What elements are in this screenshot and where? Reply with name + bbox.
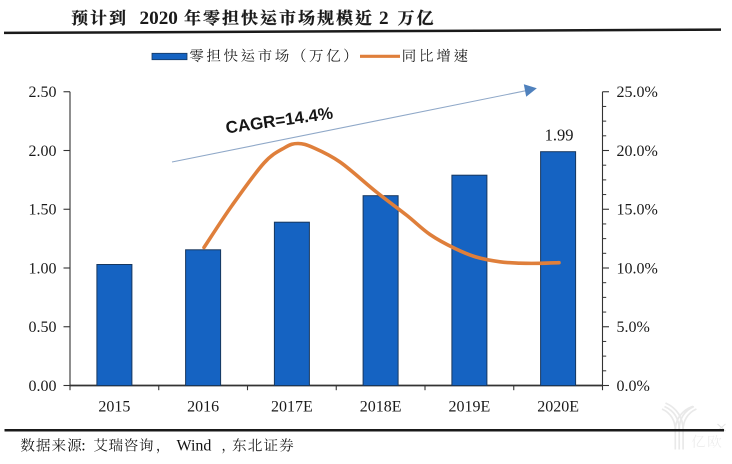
svg-text:2: 2	[379, 8, 389, 29]
svg-text:20.0%: 20.0%	[617, 143, 658, 160]
svg-text:1.00: 1.00	[29, 260, 57, 277]
svg-text:2.00: 2.00	[29, 143, 57, 160]
svg-text:1.50: 1.50	[29, 202, 57, 219]
svg-text:Wind: Wind	[177, 438, 212, 455]
svg-text:2018E: 2018E	[360, 399, 402, 416]
svg-text:2019E: 2019E	[449, 399, 491, 416]
svg-text:0.50: 0.50	[29, 319, 57, 336]
svg-text:2015: 2015	[98, 399, 130, 416]
svg-text:5.0%: 5.0%	[617, 319, 650, 336]
svg-text:2020E: 2020E	[537, 399, 579, 416]
svg-text:10.0%: 10.0%	[617, 260, 658, 277]
svg-text:15.0%: 15.0%	[617, 202, 658, 219]
svg-text:0.00: 0.00	[29, 378, 57, 395]
svg-text:2017E: 2017E	[271, 399, 313, 416]
svg-text:2020: 2020	[140, 8, 178, 29]
svg-text:0.0%: 0.0%	[617, 378, 650, 395]
svg-text:2016: 2016	[187, 399, 219, 416]
svg-text:25.0%: 25.0%	[617, 84, 658, 101]
svg-text:2.50: 2.50	[29, 84, 57, 101]
svg-text::: :	[81, 438, 85, 455]
svg-text:1.99: 1.99	[545, 126, 574, 145]
